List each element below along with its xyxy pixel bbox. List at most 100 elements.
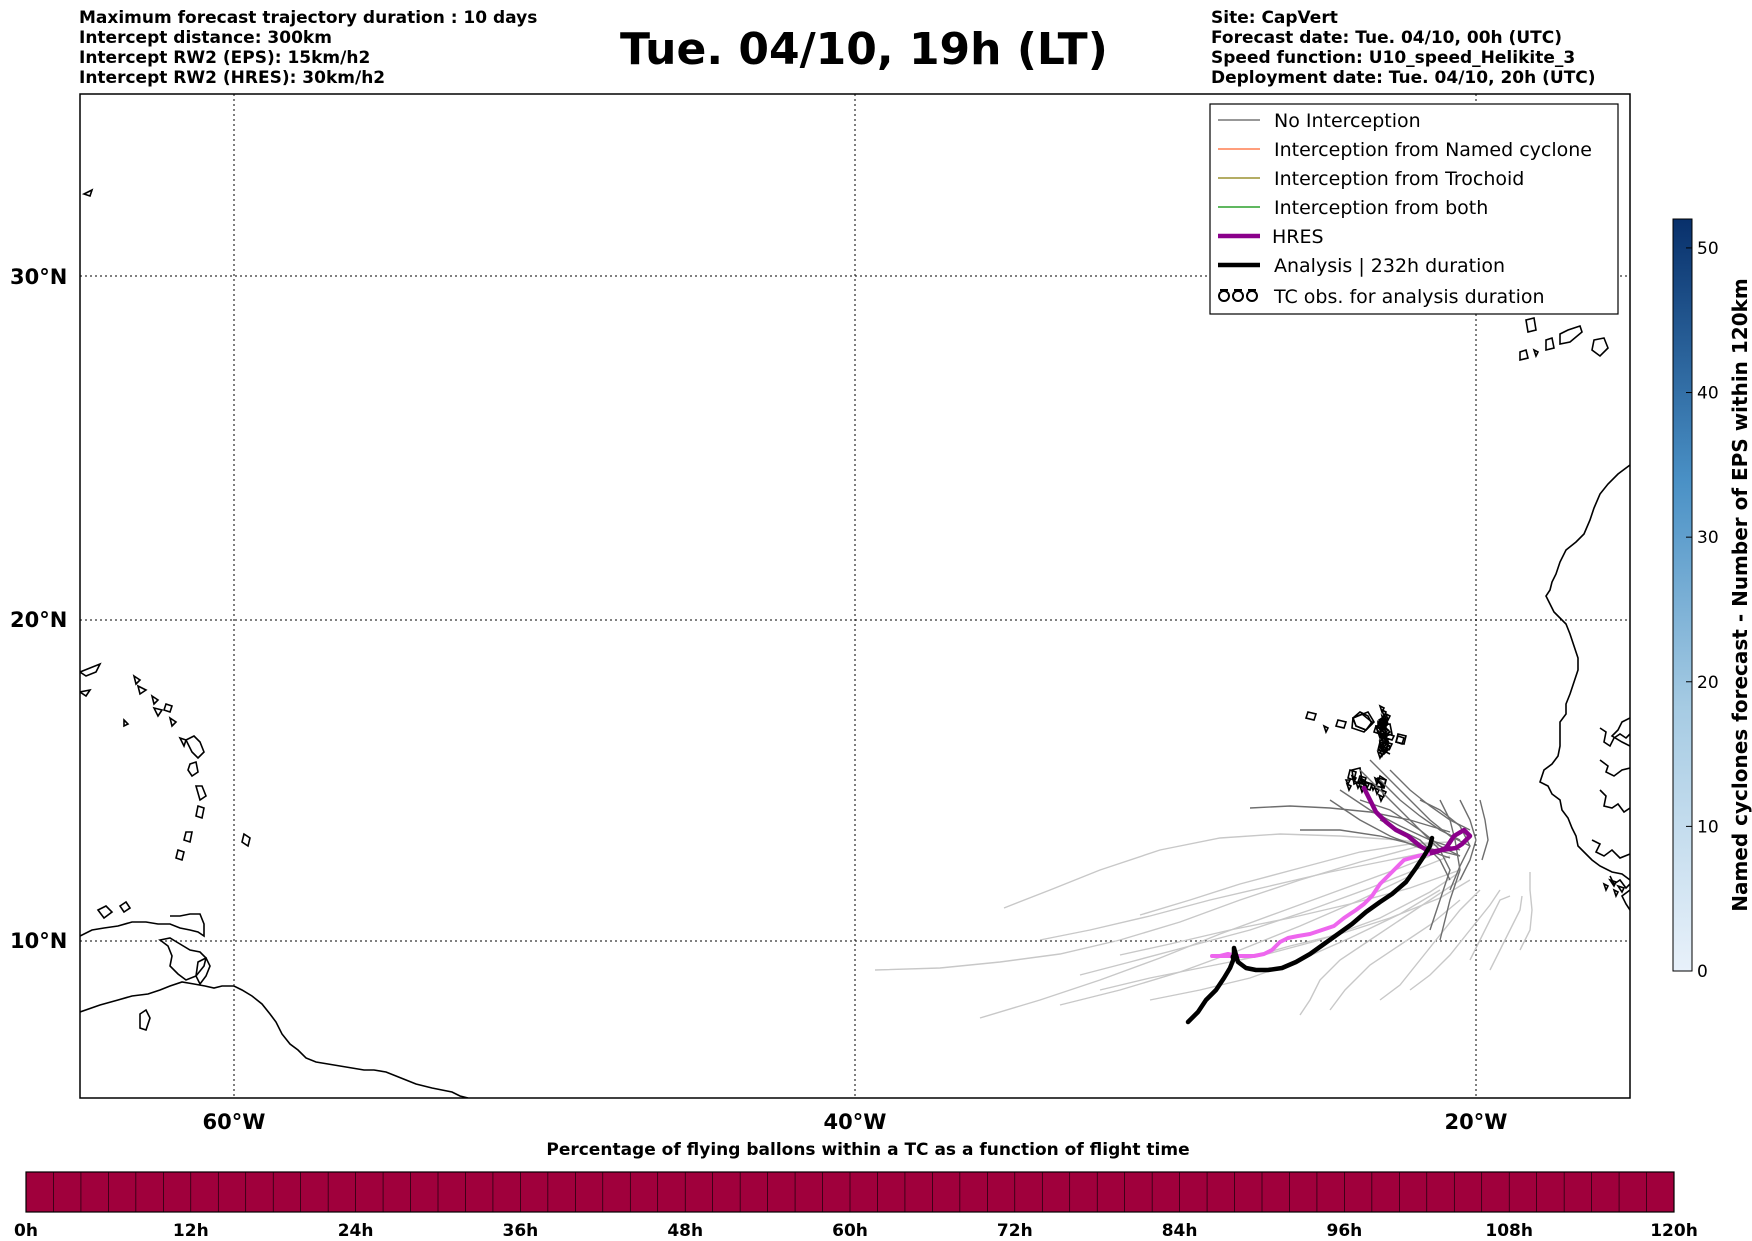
coastlines — [80, 188, 1630, 1098]
lesser-antilles-3 — [194, 785, 207, 802]
cape-verde-top — [1378, 704, 1386, 715]
cape-verde-s-islet — [1345, 782, 1353, 793]
eps-trajectory-line — [979, 855, 1431, 1019]
cape-verde-sao-nicolau-2 — [1334, 719, 1348, 729]
lat-label-30n: 30°N — [10, 265, 67, 289]
cape-verde-main-west — [1351, 711, 1376, 733]
tc-symbol-icon — [1218, 289, 1258, 302]
africa-coast — [1539, 464, 1630, 881]
intercept-hres-text: Intercept RW2 (HRES): 30km/h2 — [79, 68, 386, 88]
analysis-trajectory — [1185, 835, 1435, 1025]
eps-trajectory-line — [1329, 899, 1461, 1011]
flight-time-tick-label: 72h — [997, 1221, 1033, 1241]
eps-colorbar-gradient — [1672, 218, 1693, 972]
lesser-antilles-1 — [184, 735, 205, 760]
flight-time-tick-label: 24h — [338, 1221, 374, 1241]
africa-west-bulge — [1610, 717, 1630, 747]
cape-verde-sal-main — [1378, 714, 1389, 730]
flight-time-colorbar-frame — [25, 1171, 1675, 1213]
eps-trajectory-line — [1249, 805, 1451, 833]
header-right-info: Site: CapVert Forecast date: Tue. 04/10,… — [1211, 8, 1596, 88]
flight-time-tick-label: 36h — [503, 1221, 539, 1241]
flight-time-colorbar: Percentage of flying ballons within a TC… — [14, 1140, 1698, 1241]
eps-trajectory-line — [1469, 895, 1511, 961]
map-axis-labels: 30°N 20°N 10°N 60°W 40°W 20°W — [10, 265, 1507, 1134]
cape-verde-sao-vicente — [1304, 711, 1318, 721]
eps-trajectory-line — [1479, 799, 1489, 861]
legend-label-trochoid: Interception from Trochoid — [1274, 168, 1524, 190]
flight-time-tick-label: 120h — [1650, 1221, 1698, 1241]
eps-colorbar-tick-label: 30 — [1697, 528, 1719, 548]
south-america-coast — [80, 981, 469, 1098]
flight-time-tick-label: 84h — [1162, 1221, 1198, 1241]
canary-islands — [1519, 317, 1609, 362]
eps-trajectory-line — [1459, 799, 1477, 881]
virgin-islands — [80, 662, 164, 718]
eps-colorbar-label: Named cyclones forecast - Number of EPS … — [1728, 278, 1752, 912]
lesser-antilles-2 — [187, 760, 199, 778]
hres-trajectory-early — [1361, 785, 1473, 857]
eps-trajectory-line — [1099, 871, 1461, 991]
eps-trajectory-line — [1239, 879, 1471, 961]
eps-trajectory-line — [1379, 889, 1481, 1001]
flight-time-tick-label: 48h — [667, 1221, 703, 1241]
flight-time-colorbar-title: Percentage of flying ballons within a TC… — [546, 1140, 1189, 1160]
lesser-antilles-7 — [241, 832, 251, 848]
eps-colorbar-tick-label: 20 — [1697, 673, 1719, 693]
legend-label-tc-obs: TC obs. for analysis duration — [1273, 286, 1545, 308]
eps-trajectory-line — [1489, 895, 1523, 971]
speed-function-text: Speed function: U10_speed_Helikite_3 — [1211, 48, 1576, 68]
cape-verde-leeward — [1369, 782, 1377, 793]
eps-colorbar-tick-label: 0 — [1697, 962, 1708, 982]
intercept-eps-text: Intercept RW2 (EPS): 15km/h2 — [79, 48, 371, 68]
cape-verde-fogo-isle — [1378, 780, 1386, 791]
eps-trajectory-line — [1003, 833, 1441, 909]
eps-trajectory-line — [874, 845, 1421, 971]
lesser-antilles-5 — [183, 831, 193, 844]
cape-verde-lower-cluster — [1377, 793, 1385, 804]
eps-trajectory-line — [1419, 799, 1471, 891]
cape-verde-isle-b — [1384, 739, 1390, 743]
eps-trajectory-line — [1119, 869, 1461, 956]
eps-trajectory-line — [1339, 789, 1461, 851]
cape-verde-isle-e — [1385, 751, 1391, 755]
cape-verde-maio-2 — [1356, 774, 1368, 786]
flight-time-tick-label: 60h — [832, 1221, 868, 1241]
eps-trajectory-line — [1409, 889, 1501, 991]
eps-colorbar-ticks: 0 10 20 30 40 50 — [1686, 239, 1719, 982]
cape-verde-boavista-main — [1378, 740, 1392, 756]
header-left-info: Maximum forecast trajectory duration : 1… — [79, 8, 537, 88]
legend-label-hres: HRES — [1272, 226, 1324, 248]
lat-label-20n: 20°N — [10, 608, 67, 632]
map-legend: No Interception Interception from Named … — [1209, 103, 1619, 315]
legend-label-named-cyclone: Interception from Named cyclone — [1274, 139, 1592, 161]
lesser-antilles-4 — [195, 804, 205, 820]
eps-trajectory-line — [1519, 872, 1533, 951]
cape-verde-sotavento-2 — [1354, 780, 1362, 791]
max-duration-text: Maximum forecast trajectory duration : 1… — [79, 8, 538, 28]
venezuela-peninsula — [158, 937, 207, 981]
eps-trajectory-line — [1039, 849, 1441, 941]
eps-colorbar-tick-label: 40 — [1697, 384, 1719, 404]
lon-label-40w: 40°W — [824, 1110, 887, 1134]
cape-verde-brava-isle — [1373, 786, 1381, 797]
eps-trajectory-line — [1379, 779, 1461, 841]
analysis-start-marker — [1230, 953, 1238, 961]
flight-time-tick-label: 108h — [1485, 1221, 1533, 1241]
legend-box — [1209, 103, 1619, 315]
cape-verde-islet-2 — [1384, 733, 1396, 741]
legend-label-both: Interception from both — [1274, 197, 1488, 219]
eps-colorbar-tick-label: 10 — [1697, 817, 1719, 837]
trinidad-island — [195, 956, 211, 986]
eps-count-colorbar: 0 10 20 30 40 50 Named cyclones forecast - Nu… — [1672, 218, 1752, 982]
cape-verde-santa-luzia-2 — [1322, 724, 1330, 735]
intercept-distance-text: Intercept distance: 300km — [79, 28, 332, 48]
cape-verde-fogo-main — [1375, 777, 1387, 789]
eps-colorbar-tick-label: 50 — [1697, 239, 1719, 259]
eps-trajectories — [874, 759, 1533, 1019]
venezuela-coast-islands — [96, 900, 151, 1032]
lon-label-20w: 20°W — [1445, 1110, 1508, 1134]
lesser-antilles-6 — [175, 848, 185, 862]
flight-time-colorbar-ticks: 0h 12h 24h 36h 48h 60h 72h 84h 96h 108h 120h — [14, 1221, 1698, 1241]
trajectories-no-interception-light — [874, 833, 1533, 1019]
